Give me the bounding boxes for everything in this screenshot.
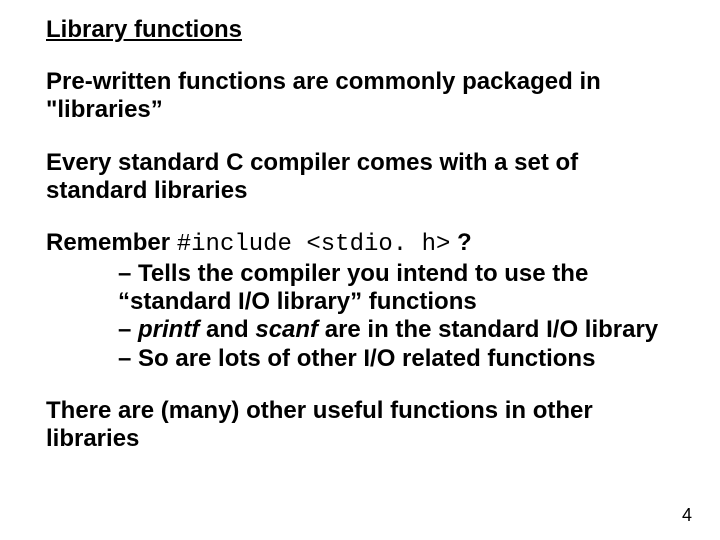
closing-paragraph: There are (many) other useful functions … <box>46 397 674 454</box>
bullet-2-prefix: – <box>118 316 138 343</box>
include-code: #include <stdio. h> <box>177 231 451 258</box>
bullet-1: – Tells the compiler you intend to use t… <box>118 260 674 317</box>
bullet-3: – So are lots of other I/O related funct… <box>118 345 674 373</box>
bullet-list: – Tells the compiler you intend to use t… <box>118 260 674 373</box>
intro-paragraph-2: Every standard C compiler comes with a s… <box>46 149 674 206</box>
remember-block: Remember #include <stdio. h> ? – Tells t… <box>46 229 674 373</box>
bullet-2: – printf and scanf are in the standard I… <box>118 316 674 344</box>
printf-text: printf <box>138 316 199 343</box>
remember-line: Remember #include <stdio. h> ? <box>46 229 674 259</box>
page-number: 4 <box>682 505 692 526</box>
bullet-2-suffix: are in the standard I/O library <box>318 316 658 343</box>
slide: Library functions Pre-written functions … <box>0 0 720 540</box>
scanf-text: scanf <box>255 316 318 343</box>
intro-paragraph-1: Pre-written functions are commonly packa… <box>46 68 674 125</box>
bullet-2-mid: and <box>199 316 255 343</box>
slide-title: Library functions <box>46 16 674 44</box>
remember-suffix: ? <box>450 229 471 256</box>
remember-prefix: Remember <box>46 229 177 256</box>
